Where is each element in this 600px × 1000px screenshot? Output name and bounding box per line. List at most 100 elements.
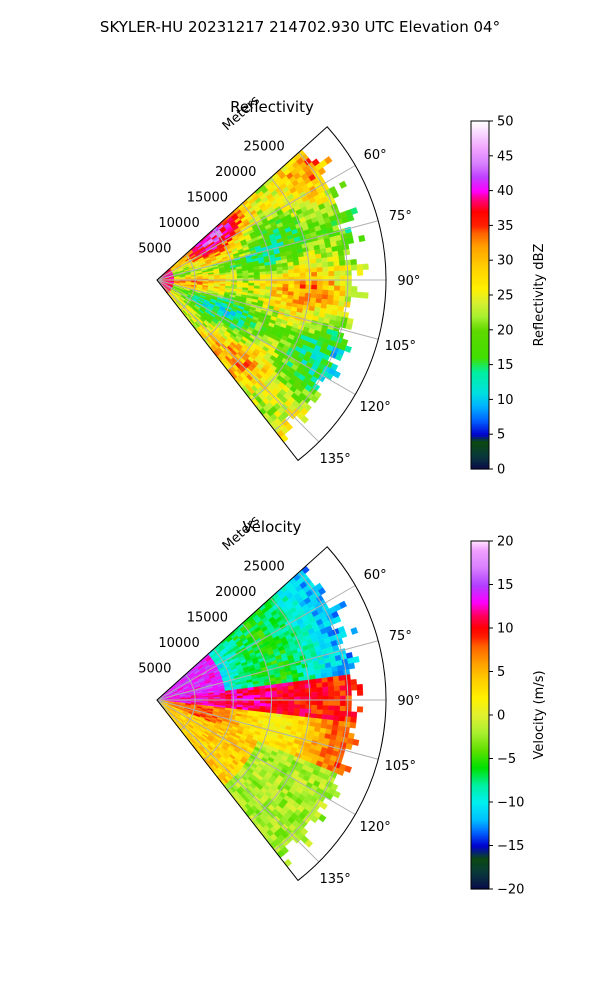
radar-cell	[333, 290, 341, 297]
radar-cell	[322, 705, 329, 711]
radar-cell	[338, 180, 348, 189]
radar-cell	[321, 714, 329, 720]
colorbar-tick-label: 0	[497, 709, 505, 724]
radar-cell	[299, 272, 306, 277]
radar-cell	[282, 700, 289, 705]
radar-cell	[347, 237, 355, 245]
radar-cell	[338, 715, 346, 722]
radar-cell	[350, 207, 359, 215]
radar-cell	[316, 713, 323, 720]
colorbar-tick-label: 50	[497, 115, 514, 130]
radar-cell	[310, 683, 317, 689]
radar-cell	[336, 664, 344, 672]
radar-cell	[326, 299, 334, 306]
radial-tick-label: 25000	[243, 559, 284, 574]
radar-cell	[288, 280, 295, 285]
radar-cell	[282, 280, 289, 285]
radar-cell	[219, 276, 226, 279]
colorbar-tick-label: −5	[497, 752, 516, 767]
colorbar-tick-label: 25	[497, 289, 514, 304]
figure-title: SKYLER-HU 20231217 214702.930 UTC Elevat…	[100, 18, 500, 36]
radar-cell	[276, 273, 284, 278]
radar-cell	[282, 287, 289, 292]
radar-cell	[265, 274, 272, 278]
colorbar-label: Reflectivity dBZ	[532, 244, 547, 347]
radar-cell	[271, 283, 278, 288]
radar-cell	[282, 269, 289, 274]
radar-cell	[282, 689, 289, 694]
radar-cell	[344, 679, 352, 686]
radial-tick-label: 10000	[158, 636, 199, 651]
radar-cell	[276, 703, 284, 708]
radar-cell	[236, 280, 244, 283]
radar-cell	[316, 262, 323, 268]
radar-cell	[236, 275, 244, 279]
radar-cell	[352, 738, 360, 746]
radar-cell	[362, 263, 369, 270]
radar-cell	[254, 274, 261, 278]
radar-cell	[253, 691, 261, 696]
radar-cell	[310, 267, 318, 273]
radar-cell	[294, 284, 301, 289]
radar-cell	[259, 691, 266, 696]
radar-cell	[299, 688, 306, 694]
radar-cell	[299, 692, 306, 697]
radar-cell	[345, 264, 352, 271]
radar-cell	[316, 691, 324, 697]
radar-cell	[265, 283, 272, 288]
radar-cell	[294, 280, 301, 285]
radar-cell	[288, 704, 295, 709]
radar-cell	[293, 688, 301, 694]
radar-cell	[327, 256, 334, 263]
radar-cell	[322, 285, 329, 291]
radar-cell	[305, 692, 312, 697]
radar-cell	[248, 275, 255, 279]
radar-cell	[339, 700, 347, 707]
radar-cell	[310, 709, 318, 715]
azimuth-tick-label: 105°	[385, 339, 416, 354]
radar-cell	[293, 681, 300, 686]
radar-cell	[334, 353, 343, 362]
radar-cell	[225, 276, 232, 279]
radar-cell	[342, 243, 350, 251]
radar-cell	[320, 672, 328, 679]
radar-cell	[236, 693, 243, 697]
radar-cell	[339, 280, 347, 287]
colorbar-tick-label: −15	[497, 839, 524, 854]
radar-cell	[316, 289, 323, 295]
radial-tick-label: 15000	[187, 190, 228, 205]
radar-cell	[282, 707, 289, 712]
radar-cell	[328, 280, 335, 286]
radar-cell	[344, 259, 352, 266]
radar-cell	[321, 294, 329, 300]
radar-cell	[248, 272, 255, 276]
radar-cell	[271, 703, 278, 708]
radar-cell	[288, 287, 295, 293]
radar-cell	[304, 679, 311, 685]
radar-cell	[327, 676, 334, 683]
radar-cell	[305, 272, 312, 277]
radar-cell	[248, 695, 255, 699]
radar-cell	[339, 705, 346, 712]
radar-cell	[259, 694, 266, 698]
radar-cell	[311, 280, 318, 286]
radar-cell	[236, 695, 244, 699]
radar-cell	[344, 716, 352, 723]
radar-cell	[350, 259, 357, 266]
radar-cell	[311, 700, 318, 706]
radar-cell	[299, 708, 306, 714]
colorbar-tick-label: 40	[497, 184, 514, 199]
azimuth-tick-label: 75°	[389, 629, 412, 644]
radar-cell	[310, 713, 317, 719]
radar-cell	[316, 293, 323, 300]
radar-cell	[322, 691, 329, 697]
radar-cell	[288, 273, 295, 278]
radar-cell	[293, 288, 301, 293]
colorbar-tick-label: 5	[497, 665, 505, 680]
radar-cell	[317, 280, 324, 286]
colorbar-tick-label: 0	[497, 463, 505, 478]
radar-cell	[259, 271, 266, 276]
radar-cell	[333, 685, 341, 692]
radar-cell	[271, 693, 278, 698]
